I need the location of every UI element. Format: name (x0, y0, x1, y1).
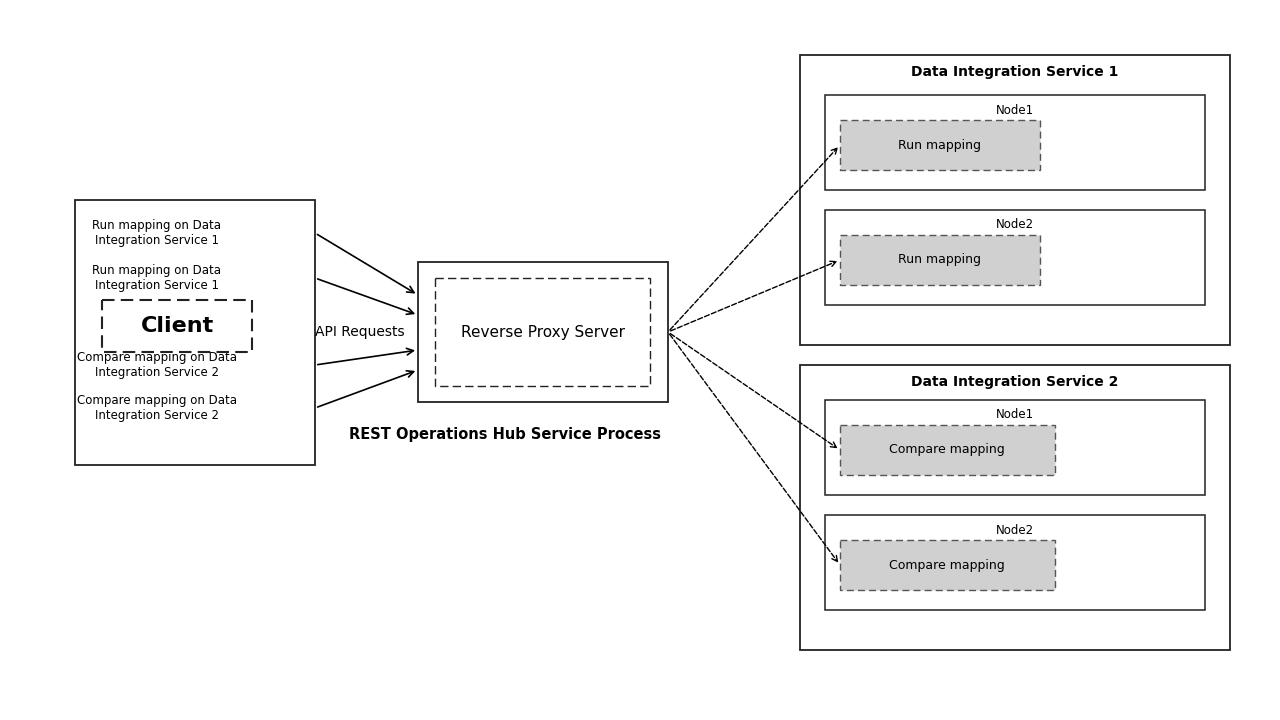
Text: Run mapping: Run mapping (899, 138, 982, 151)
Text: Node1: Node1 (996, 104, 1034, 117)
Bar (840, 425, 1055, 475)
Bar (435, 278, 650, 386)
Text: Client: Client (141, 316, 214, 336)
Bar (840, 120, 1039, 170)
Text: Node1: Node1 (996, 408, 1034, 421)
Text: Compare mapping on Data
Integration Service 2: Compare mapping on Data Integration Serv… (77, 394, 237, 422)
Text: Compare mapping: Compare mapping (890, 444, 1005, 456)
Text: Run mapping on Data
Integration Service 1: Run mapping on Data Integration Service … (92, 264, 221, 292)
Bar (826, 95, 1204, 190)
Text: Data Integration Service 1: Data Integration Service 1 (911, 65, 1119, 79)
Bar (826, 210, 1204, 305)
Text: REST Operations Hub Service Process: REST Operations Hub Service Process (349, 428, 660, 443)
Text: Run mapping on Data
Integration Service 1: Run mapping on Data Integration Service … (92, 219, 221, 247)
Bar (826, 400, 1204, 495)
Bar (840, 540, 1055, 590)
Text: Node2: Node2 (996, 218, 1034, 232)
Bar (800, 55, 1230, 345)
Text: Reverse Proxy Server: Reverse Proxy Server (461, 325, 625, 340)
Text: Compare mapping: Compare mapping (890, 559, 1005, 572)
Text: Node2: Node2 (996, 523, 1034, 536)
Text: Compare mapping on Data
Integration Service 2: Compare mapping on Data Integration Serv… (77, 351, 237, 379)
Bar (76, 200, 315, 465)
Bar (826, 515, 1204, 610)
Text: API Requests: API Requests (315, 325, 404, 339)
Bar (419, 262, 668, 402)
Bar (102, 300, 252, 352)
Bar (800, 365, 1230, 650)
Text: Run mapping: Run mapping (899, 253, 982, 266)
Bar (840, 235, 1039, 285)
Text: Data Integration Service 2: Data Integration Service 2 (911, 375, 1119, 389)
